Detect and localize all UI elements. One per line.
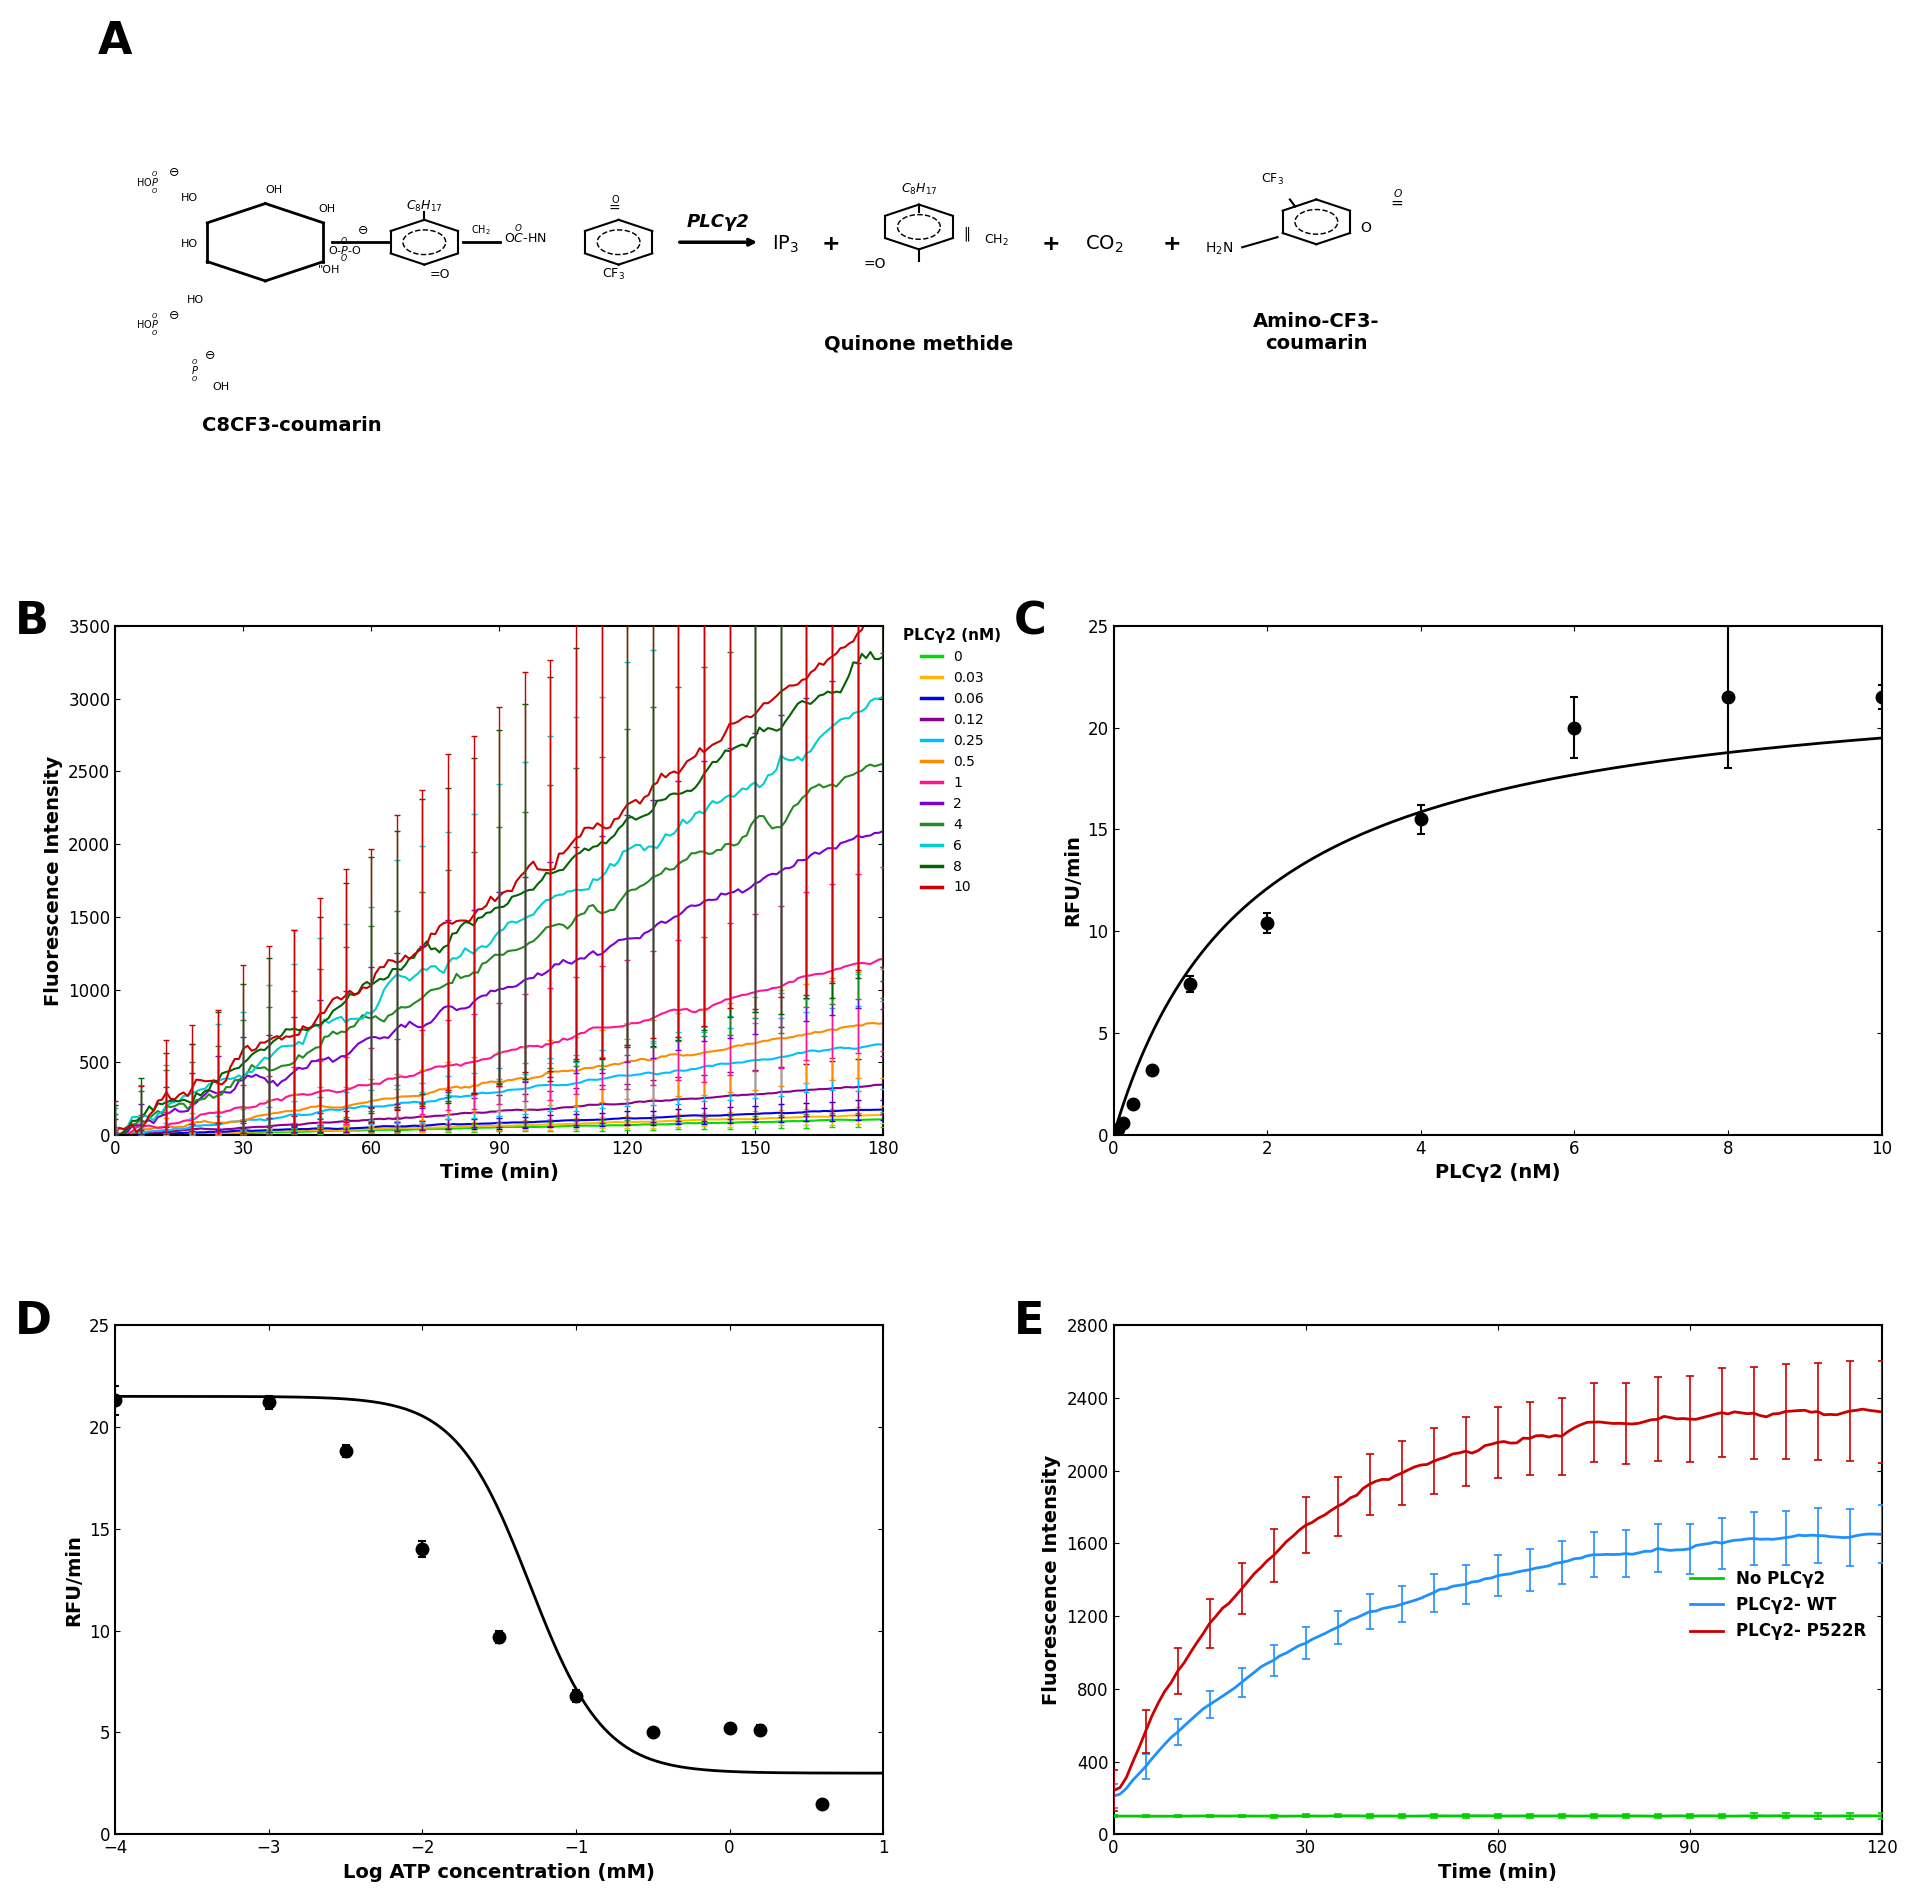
Text: HO: HO bbox=[180, 193, 198, 204]
Text: $\|$: $\|$ bbox=[964, 225, 970, 242]
Text: CO$_2$: CO$_2$ bbox=[1085, 234, 1123, 255]
X-axis label: Log ATP concentration (mM): Log ATP concentration (mM) bbox=[344, 1863, 655, 1882]
Text: $\overset{O}{\underset{O}{P}}$: $\overset{O}{\underset{O}{P}}$ bbox=[190, 357, 198, 384]
No PLCγ2 bbox=[1588, 1804, 1611, 1827]
Text: $C_8H_{17}$: $C_8H_{17}$ bbox=[900, 182, 937, 197]
Text: A: A bbox=[98, 21, 132, 62]
Text: $\ominus$: $\ominus$ bbox=[357, 223, 369, 236]
No PLCγ2 bbox=[1749, 1804, 1772, 1827]
Text: $\ominus$: $\ominus$ bbox=[169, 166, 179, 180]
Y-axis label: RFU/min: RFU/min bbox=[1064, 834, 1083, 927]
Text: $\ominus$: $\ominus$ bbox=[204, 350, 215, 363]
X-axis label: Time (min): Time (min) bbox=[1438, 1863, 1557, 1882]
Legend: 0, 0.03, 0.06, 0.12, 0.25, 0.5, 1, 2, 4, 6, 8, 10: 0, 0.03, 0.06, 0.12, 0.25, 0.5, 1, 2, 4,… bbox=[899, 622, 1006, 900]
PLCγ2- WT bbox=[1281, 1638, 1304, 1660]
Text: C: C bbox=[1014, 599, 1046, 643]
No PLCγ2 bbox=[1288, 1804, 1311, 1827]
Text: H$_2$N: H$_2$N bbox=[1206, 240, 1233, 257]
Text: $\ominus$: $\ominus$ bbox=[169, 308, 179, 321]
Text: C8CF3-coumarin: C8CF3-coumarin bbox=[202, 416, 382, 435]
PLCγ2- P522R bbox=[1582, 1411, 1605, 1433]
Text: B: B bbox=[15, 599, 50, 643]
Text: $\overset{O}{=}$: $\overset{O}{=}$ bbox=[1388, 191, 1404, 210]
Y-axis label: Fluorescence Intensity: Fluorescence Intensity bbox=[1043, 1454, 1062, 1706]
Text: +: + bbox=[822, 234, 839, 253]
PLCγ2- P522R bbox=[1851, 1397, 1874, 1420]
PLCγ2- WT bbox=[1582, 1543, 1605, 1566]
No PLCγ2 bbox=[1626, 1804, 1649, 1827]
X-axis label: Time (min): Time (min) bbox=[440, 1163, 559, 1182]
Text: HO: HO bbox=[180, 240, 198, 250]
PLCγ2- P522R bbox=[1428, 1447, 1452, 1469]
Text: IP$_3$: IP$_3$ bbox=[772, 234, 799, 255]
PLCγ2- WT bbox=[1870, 1522, 1893, 1545]
X-axis label: PLCγ2 (nM): PLCγ2 (nM) bbox=[1434, 1163, 1561, 1182]
Text: D: D bbox=[15, 1299, 52, 1343]
Text: =O: =O bbox=[430, 269, 449, 282]
Text: CH$_2$: CH$_2$ bbox=[985, 233, 1010, 248]
Text: O-$\overset{O}{\underset{O}{P}}$-O: O-$\overset{O}{\underset{O}{P}}$-O bbox=[328, 234, 361, 265]
Text: HO: HO bbox=[186, 295, 204, 304]
PLCγ2- P522R bbox=[1102, 1779, 1125, 1802]
PLCγ2- WT bbox=[1102, 1785, 1125, 1808]
No PLCγ2 bbox=[1102, 1804, 1125, 1827]
Text: $\rm \overset{O}{=}$: $\rm \overset{O}{=}$ bbox=[607, 197, 620, 212]
Text: HO$\overset{O}{\underset{O}{P}}$: HO$\overset{O}{\underset{O}{P}}$ bbox=[136, 168, 159, 195]
PLCγ2- P522R bbox=[1870, 1401, 1893, 1424]
Line: PLCγ2- WT: PLCγ2- WT bbox=[1114, 1534, 1882, 1796]
Legend: No PLCγ2, PLCγ2- WT, PLCγ2- P522R: No PLCγ2, PLCγ2- WT, PLCγ2- P522R bbox=[1684, 1564, 1874, 1647]
Text: O: O bbox=[1361, 221, 1371, 234]
Text: OH: OH bbox=[265, 185, 282, 195]
Text: +: + bbox=[1162, 234, 1181, 253]
No PLCγ2 bbox=[1434, 1804, 1457, 1827]
No PLCγ2 bbox=[1870, 1804, 1893, 1827]
Text: HO$\overset{O}{\underset{O}{P}}$: HO$\overset{O}{\underset{O}{P}}$ bbox=[136, 312, 159, 338]
PLCγ2- WT bbox=[1428, 1577, 1452, 1600]
Text: Quinone methide: Quinone methide bbox=[824, 335, 1014, 354]
Text: $\rm CH_2$: $\rm CH_2$ bbox=[470, 223, 492, 236]
Y-axis label: RFU/min: RFU/min bbox=[65, 1534, 84, 1626]
PLCγ2- P522R bbox=[1818, 1403, 1841, 1426]
Text: =O: =O bbox=[864, 257, 885, 270]
Text: OH: OH bbox=[319, 204, 336, 214]
Text: "OH: "OH bbox=[319, 265, 340, 274]
Text: CF$_3$: CF$_3$ bbox=[601, 267, 624, 282]
PLCγ2- P522R bbox=[1620, 1413, 1644, 1435]
PLCγ2- P522R bbox=[1281, 1524, 1304, 1547]
PLCγ2- WT bbox=[1857, 1522, 1880, 1545]
No PLCγ2 bbox=[1146, 1804, 1169, 1827]
Text: PLCγ2: PLCγ2 bbox=[685, 214, 749, 231]
PLCγ2- WT bbox=[1179, 1709, 1202, 1732]
PLCγ2- P522R bbox=[1179, 1641, 1202, 1664]
Text: OH: OH bbox=[213, 382, 230, 391]
Text: Amino-CF3-
coumarin: Amino-CF3- coumarin bbox=[1254, 312, 1380, 354]
No PLCγ2 bbox=[1832, 1804, 1855, 1827]
Text: +: + bbox=[1043, 234, 1060, 253]
Line: PLCγ2- P522R: PLCγ2- P522R bbox=[1114, 1409, 1882, 1791]
Text: $C_8H_{17}$: $C_8H_{17}$ bbox=[405, 199, 444, 214]
Text: O$\overset{O}{\underset{}{C}}$-HN: O$\overset{O}{\underset{}{C}}$-HN bbox=[503, 223, 547, 244]
Text: CF$_3$: CF$_3$ bbox=[1261, 172, 1284, 187]
Text: E: E bbox=[1014, 1299, 1044, 1343]
PLCγ2- WT bbox=[1818, 1526, 1841, 1549]
Y-axis label: Fluorescence Intensity: Fluorescence Intensity bbox=[44, 755, 63, 1006]
PLCγ2- WT bbox=[1620, 1543, 1644, 1566]
No PLCγ2 bbox=[1185, 1804, 1208, 1827]
